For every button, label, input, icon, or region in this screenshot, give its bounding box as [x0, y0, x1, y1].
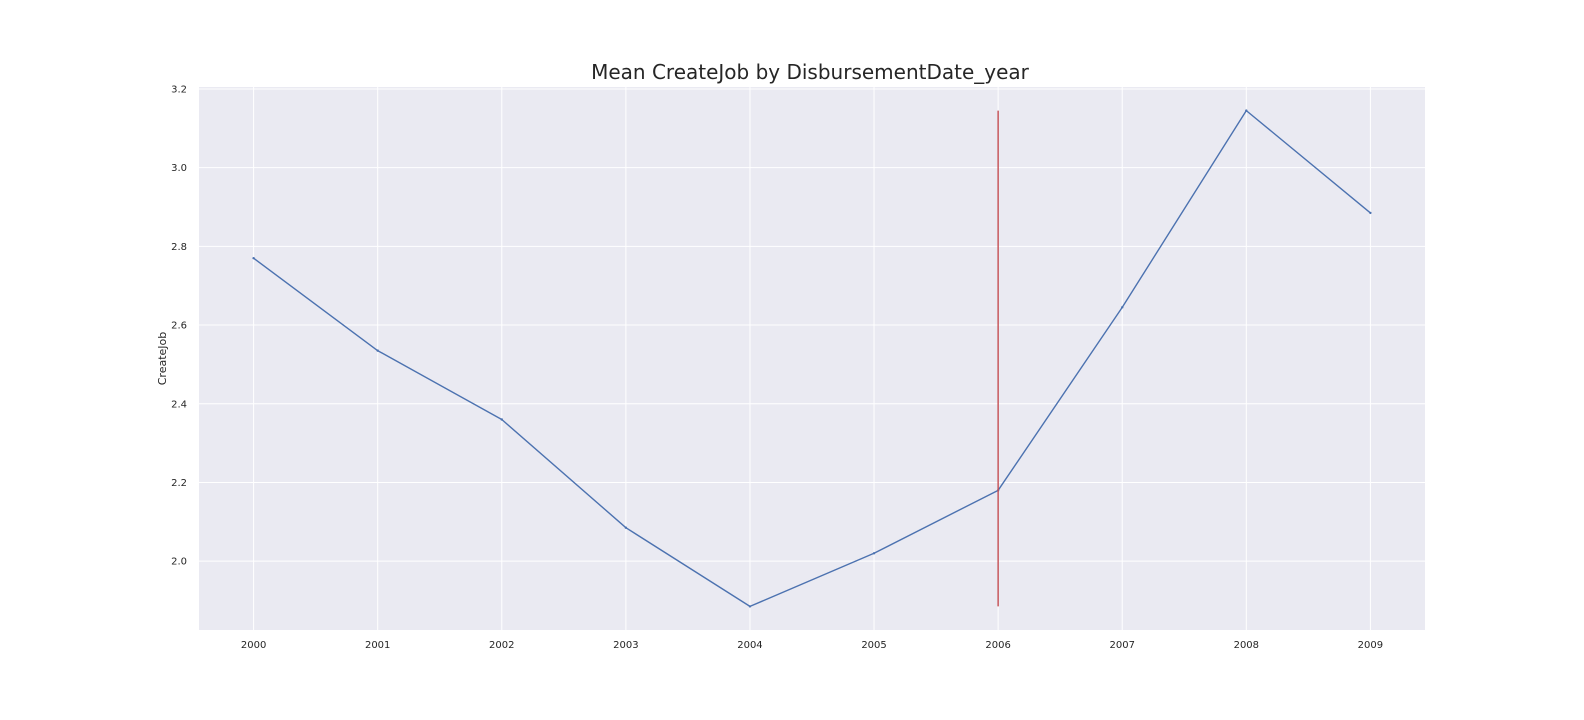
x-tick-label: 2004 [737, 640, 762, 651]
x-tick-label: 2007 [1109, 640, 1134, 651]
data-point [624, 526, 628, 529]
data-point [1369, 211, 1372, 215]
x-tick-label: 2008 [1234, 640, 1259, 651]
y-gridlines [199, 88, 1425, 562]
plot-background [199, 87, 1425, 630]
x-tick-labels: 2000 2001 2002 2003 2004 2005 2006 2007 2008 2009 [241, 640, 1383, 651]
series-line [253, 109, 1371, 608]
x-tick-label: 2000 [241, 640, 266, 651]
x-tick-label: 2006 [985, 640, 1010, 651]
x-tick-label: 2001 [365, 640, 390, 651]
x-tick-label: 2009 [1358, 640, 1383, 651]
y-tick-label: 2.6 [171, 321, 187, 332]
data-point [872, 552, 876, 555]
y-tick-label: 3.0 [171, 163, 187, 174]
data-point [500, 418, 503, 421]
data-point [1245, 109, 1248, 112]
y-tick-labels: 2.0 2.2 2.4 2.6 2.8 3.0 3.2 [171, 84, 187, 567]
y-axis-label: CreateJob [156, 332, 169, 386]
x-tick-label: 2003 [613, 640, 638, 651]
data-point [1121, 306, 1124, 309]
data-point [748, 605, 752, 608]
data-point [252, 256, 255, 260]
data-point [376, 349, 379, 352]
chart-title: Mean CreateJob by DisbursementDate_year [591, 60, 1030, 84]
y-tick-label: 3.2 [171, 84, 187, 95]
y-tick-label: 2.8 [171, 242, 187, 253]
y-tick-label: 2.4 [171, 399, 187, 410]
x-tick-label: 2002 [489, 640, 514, 651]
y-tick-label: 2.0 [171, 557, 187, 568]
y-tick-label: 2.2 [171, 478, 187, 489]
x-tick-label: 2005 [861, 640, 886, 651]
